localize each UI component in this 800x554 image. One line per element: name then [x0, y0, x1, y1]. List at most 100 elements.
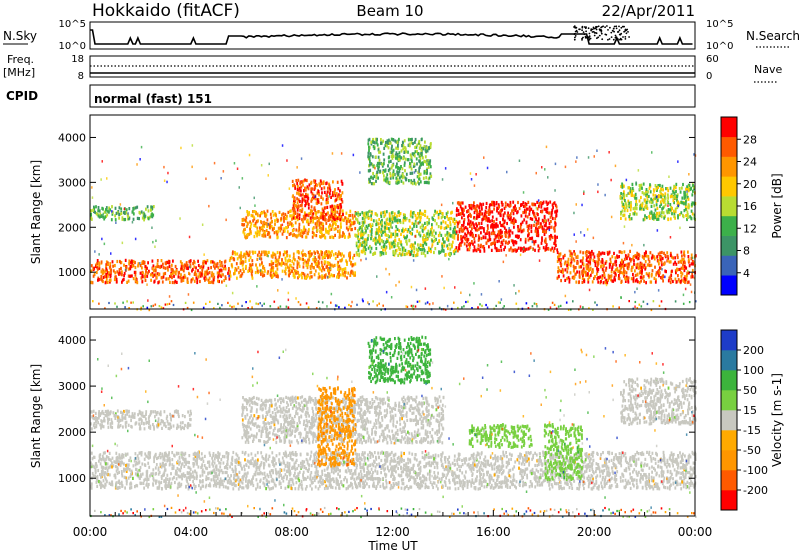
data-cell: [391, 156, 394, 160]
data-cell: [357, 248, 360, 252]
scatter-cell: [222, 170, 225, 173]
noise-cell: [124, 510, 126, 513]
data-cell: [395, 219, 398, 223]
data-cell: [205, 277, 208, 281]
data-cell: [304, 204, 307, 208]
data-cell: [654, 216, 656, 220]
data-cell: [112, 264, 114, 268]
data-cell: [506, 214, 509, 218]
data-cell: [681, 258, 684, 262]
data-cell: [243, 232, 246, 236]
data-cell: [142, 260, 145, 264]
data-cell: [309, 209, 312, 213]
data-cell: [579, 259, 582, 263]
data-cell: [654, 208, 657, 212]
data-cell: [378, 235, 381, 239]
data-cell: [406, 230, 409, 234]
data-cell: [400, 179, 403, 183]
data-cell: [469, 242, 471, 247]
data-cell: [638, 199, 641, 203]
noise-cell: [263, 302, 265, 305]
data-cell: [559, 259, 562, 263]
data-cell: [250, 272, 253, 276]
data-cell: [447, 217, 450, 221]
data-cell: [685, 187, 688, 192]
scatter-cell: [498, 280, 500, 283]
data-cell: [397, 180, 400, 185]
noise-cell: [438, 510, 441, 513]
data-cell: [551, 216, 554, 221]
data-cell: [661, 207, 663, 211]
data-cell: [90, 216, 93, 220]
data-cell: [622, 202, 625, 206]
data-cell: [237, 266, 240, 270]
data-cell: [609, 260, 612, 264]
data-cell: [359, 212, 361, 216]
data-cell: [452, 227, 455, 231]
data-cell: [400, 174, 403, 178]
data-cell: [300, 189, 302, 193]
noise-cell: [559, 304, 562, 307]
noise-cell: [368, 303, 370, 306]
noise-cell: [245, 301, 247, 304]
data-cell: [386, 222, 388, 226]
data-cell: [524, 204, 527, 208]
data-cell: [481, 212, 484, 216]
data-cell: [322, 256, 324, 260]
data-cell: [293, 212, 295, 216]
data-cell: [375, 175, 378, 180]
data-cell: [317, 190, 320, 194]
data-cell: [393, 215, 395, 219]
scatter-cell: [326, 275, 329, 279]
data-cell: [634, 206, 637, 210]
data-cell: [115, 277, 118, 281]
data-cell: [157, 273, 160, 277]
data-cell: [657, 260, 660, 264]
data-cell: [675, 182, 678, 186]
nsearch-point: [615, 27, 618, 30]
colorbar-cell: [721, 275, 737, 296]
data-cell: [182, 276, 185, 280]
data-cell: [421, 245, 424, 250]
data-cell: [486, 231, 488, 235]
data-cell: [335, 205, 338, 209]
data-cell: [472, 249, 475, 253]
data-cell: [105, 275, 107, 279]
data-cell: [307, 222, 310, 226]
data-cell: [363, 244, 366, 248]
data-cell: [524, 214, 527, 218]
data-cell: [404, 248, 407, 252]
data-cell: [244, 256, 247, 260]
nsearch-point: [573, 26, 575, 28]
data-cell: [537, 234, 540, 238]
data-cell: [535, 217, 537, 221]
data-cell: [499, 228, 502, 233]
data-cell: [428, 176, 431, 180]
data-cell: [177, 275, 180, 279]
data-cell: [491, 210, 494, 214]
noise-cell: [628, 515, 630, 518]
data-cell: [586, 273, 589, 277]
data-cell: [410, 167, 413, 171]
noise-cell: [430, 513, 433, 516]
noise-cell: [251, 306, 253, 309]
data-cell: [397, 146, 399, 151]
data-cell: [325, 221, 328, 225]
data-cell: [551, 246, 554, 250]
data-cell: [621, 185, 624, 189]
data-cell: [512, 243, 515, 247]
data-cell: [596, 267, 598, 271]
data-cell: [386, 173, 389, 177]
data-cell: [306, 202, 309, 206]
data-cell: [126, 280, 128, 284]
data-cell: [419, 243, 422, 247]
data-cell: [321, 276, 323, 280]
data-cell: [253, 210, 256, 214]
scatter-cell: [239, 206, 241, 210]
scatter-cell: [231, 291, 234, 295]
data-cell: [419, 209, 421, 213]
data-cell: [493, 219, 495, 224]
data-cell: [241, 222, 244, 227]
data-cell: [334, 256, 337, 261]
data-cell: [428, 146, 430, 150]
